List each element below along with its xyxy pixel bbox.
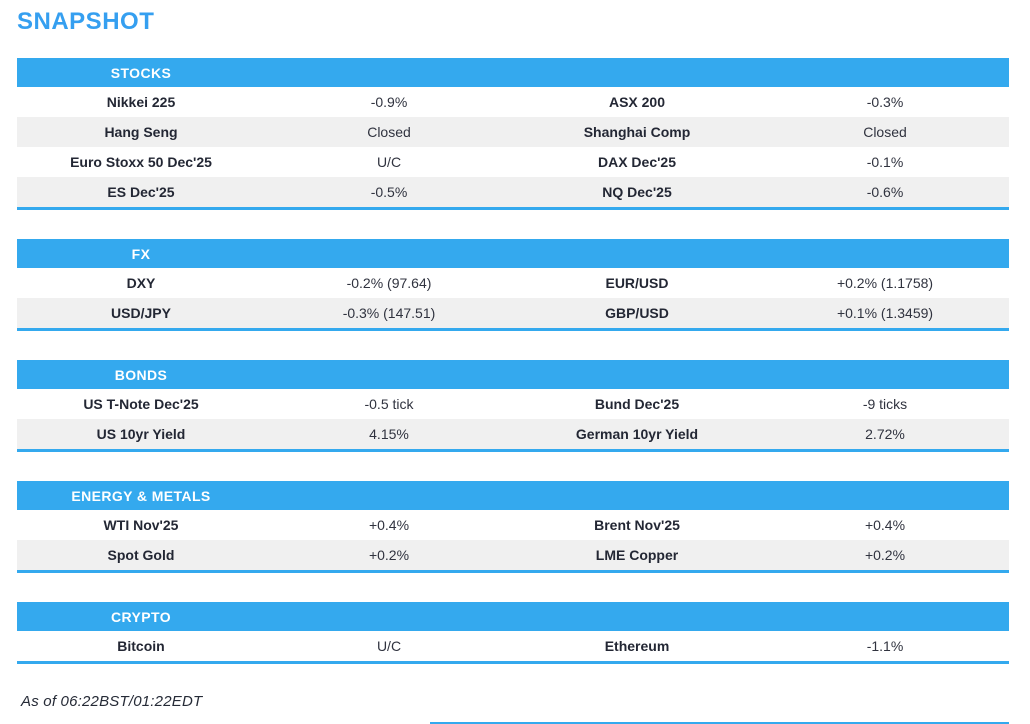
section-header-bar: FX (17, 239, 1009, 268)
instrument-label: Spot Gold (107, 547, 175, 563)
instrument-label: NQ Dec'25 (602, 184, 672, 200)
section-header-bar: STOCKS (17, 58, 1009, 87)
instrument-label: Nikkei 225 (106, 94, 176, 110)
instrument-value: +0.4% (368, 517, 410, 533)
sections: STOCKS Nikkei 225 -0.9% ASX 200 -0.3% Ha… (17, 58, 1009, 664)
instrument-label: Brent Nov'25 (594, 517, 680, 533)
section-header-bar: CRYPTO (17, 602, 1009, 631)
instrument-label: Hang Seng (104, 124, 178, 140)
instrument-label: USD/JPY (111, 305, 171, 321)
instrument-value: 4.15% (369, 426, 409, 442)
section-header-bar: BONDS (17, 360, 1009, 389)
section-rows: US T-Note Dec'25 -0.5 tick Bund Dec'25 -… (17, 389, 1009, 449)
section-bonds: BONDS US T-Note Dec'25 -0.5 tick Bund De… (17, 360, 1009, 452)
instrument-label: Bund Dec'25 (594, 396, 680, 412)
table-row: WTI Nov'25 +0.4% Brent Nov'25 +0.4% (17, 510, 1009, 540)
instrument-value: -0.1% (866, 154, 904, 170)
instrument-value: Closed (367, 124, 411, 140)
instrument-label: ASX 200 (608, 94, 666, 110)
section-energy-metals: ENERGY & METALS WTI Nov'25 +0.4% Brent N… (17, 481, 1009, 573)
instrument-value: -0.6% (866, 184, 904, 200)
instrument-label: ES Dec'25 (107, 184, 175, 200)
instrument-value: U/C (376, 638, 402, 654)
instrument-value: -0.9% (370, 94, 408, 110)
table-row: Euro Stoxx 50 Dec'25 U/C DAX Dec'25 -0.1… (17, 147, 1009, 177)
instrument-label: Euro Stoxx 50 Dec'25 (70, 154, 212, 170)
instrument-label: US T-Note Dec'25 (83, 396, 199, 412)
table-row: DXY -0.2% (97.64) EUR/USD +0.2% (1.1758) (17, 268, 1009, 298)
instrument-value: -0.3% (147.51) (342, 305, 436, 321)
instrument-label: EUR/USD (605, 275, 669, 291)
instrument-value: +0.2% (864, 547, 906, 563)
instrument-value: +0.1% (1.3459) (836, 305, 934, 321)
instrument-label: German 10yr Yield (575, 426, 699, 442)
section-header-label: CRYPTO (111, 608, 171, 625)
table-row: Spot Gold +0.2% LME Copper +0.2% (17, 540, 1009, 570)
section-fx: FX DXY -0.2% (97.64) EUR/USD +0.2% (1.17… (17, 239, 1009, 331)
table-row: Hang Seng Closed Shanghai Comp Closed (17, 117, 1009, 147)
instrument-value: -0.3% (866, 94, 904, 110)
table-row: USD/JPY -0.3% (147.51) GBP/USD +0.1% (1.… (17, 298, 1009, 328)
table-row: Bitcoin U/C Ethereum -1.1% (17, 631, 1009, 661)
instrument-value: 2.72% (865, 426, 905, 442)
section-header-label: ENERGY & METALS (71, 487, 211, 504)
section-header-label: FX (131, 245, 151, 262)
section-header-label: STOCKS (110, 64, 172, 81)
timestamp-note: As of 06:22BST/01:22EDT (21, 693, 203, 710)
section-stocks: STOCKS Nikkei 225 -0.9% ASX 200 -0.3% Ha… (17, 58, 1009, 210)
next-section-edge-line (430, 722, 1009, 724)
instrument-label: LME Copper (595, 547, 679, 563)
instrument-label: Ethereum (604, 638, 670, 654)
instrument-label: US 10yr Yield (96, 426, 186, 442)
instrument-value: U/C (376, 154, 402, 170)
instrument-value: Closed (863, 124, 907, 140)
table-row: US 10yr Yield 4.15% German 10yr Yield 2.… (17, 419, 1009, 449)
section-rows: DXY -0.2% (97.64) EUR/USD +0.2% (1.1758)… (17, 268, 1009, 328)
instrument-value: -9 ticks (862, 396, 908, 412)
instrument-value: -0.2% (97.64) (346, 275, 432, 291)
instrument-value: -1.1% (866, 638, 904, 654)
instrument-value: -0.5% (370, 184, 408, 200)
table-row: US T-Note Dec'25 -0.5 tick Bund Dec'25 -… (17, 389, 1009, 419)
instrument-label: GBP/USD (605, 305, 669, 321)
instrument-label: Bitcoin (117, 638, 165, 654)
section-rows: WTI Nov'25 +0.4% Brent Nov'25 +0.4% Spot… (17, 510, 1009, 570)
section-rows: Nikkei 225 -0.9% ASX 200 -0.3% Hang Seng… (17, 87, 1009, 207)
section-rows: Bitcoin U/C Ethereum -1.1% (17, 631, 1009, 661)
instrument-label: WTI Nov'25 (103, 517, 179, 533)
section-header-bar: ENERGY & METALS (17, 481, 1009, 510)
section-crypto: CRYPTO Bitcoin U/C Ethereum -1.1% (17, 602, 1009, 664)
instrument-label: Shanghai Comp (583, 124, 691, 140)
table-row: ES Dec'25 -0.5% NQ Dec'25 -0.6% (17, 177, 1009, 207)
instrument-label: DAX Dec'25 (597, 154, 677, 170)
instrument-value: +0.2% (1.1758) (836, 275, 934, 291)
section-header-label: BONDS (114, 366, 168, 383)
table-row: Nikkei 225 -0.9% ASX 200 -0.3% (17, 87, 1009, 117)
instrument-value: +0.4% (864, 517, 906, 533)
instrument-value: -0.5 tick (364, 396, 414, 412)
instrument-label: DXY (126, 275, 156, 291)
instrument-value: +0.2% (368, 547, 410, 563)
page-title: SNAPSHOT (17, 8, 155, 35)
